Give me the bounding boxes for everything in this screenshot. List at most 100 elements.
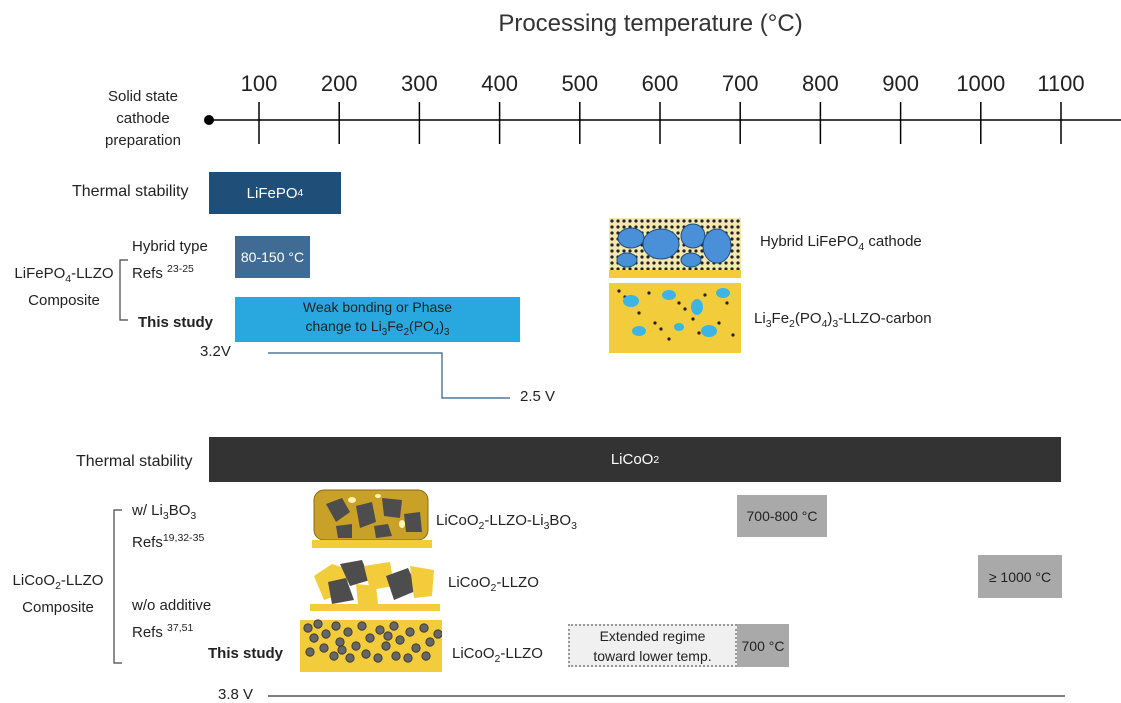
without-label: w/o additive <box>132 597 212 614</box>
legend-li3fe2-c: (PO <box>794 310 822 327</box>
axis-tick-label: 1000 <box>956 71 1006 96</box>
box-1000: ≥ 1000 °C <box>978 555 1062 598</box>
axis-row-label: Solid state cathode preparation <box>88 86 198 152</box>
licoo2-composite-line1: LiCoO <box>12 572 56 589</box>
licoo2-composite-rest: -LLZO <box>60 572 104 589</box>
lifepo4-composite-rest: -LLZO <box>71 265 114 282</box>
licoo2-particle <box>395 635 405 645</box>
extended-line2: toward lower temp. <box>593 647 712 664</box>
without-additive-label: w/o additive Refs 37,51 <box>132 595 211 644</box>
licoo2-particle <box>373 653 383 663</box>
licoo2-thermal-bar: LiCoO 2 <box>209 437 1061 482</box>
lifepo4-thermal-bar-sub: 4 <box>297 187 304 199</box>
with-label-a: w/ Li <box>132 502 163 519</box>
this-study-bar-line2: change to Li <box>305 317 382 334</box>
lifepo4-this-study-label: This study <box>138 314 214 331</box>
img3-label: LiCoO2-LLZO <box>452 645 543 665</box>
licoo2-particle <box>351 641 361 651</box>
without-refs: Refs <box>132 624 168 641</box>
with-li3bo3-label: w/ Li3BO3 Refs19,32-35 <box>132 500 204 554</box>
licoo2-this-study-label: This study <box>208 645 284 662</box>
lifepo4-composite-line1: LiFePO <box>14 265 66 282</box>
licoo2-thermal-bar-sub: 2 <box>653 453 660 466</box>
img2-label-a: LiCoO <box>448 574 491 591</box>
licoo2-composite-line2: Composite <box>22 599 94 616</box>
img2-label: LiCoO2-LLZO <box>448 574 539 594</box>
hybrid-lifepo4-cathode-illustration <box>609 218 741 278</box>
licoo2-particle <box>425 637 435 647</box>
licoo2-particle <box>303 623 313 633</box>
this-study-bar-line1: Weak bonding or Phase <box>302 298 453 315</box>
img2-label-sub: 2 <box>490 582 497 594</box>
img1-label-sub3: 3 <box>571 520 577 532</box>
axis-tick-label: 500 <box>561 71 599 96</box>
with-label-sub1: 3 <box>162 510 169 522</box>
axis-tick-label: 400 <box>481 71 518 96</box>
lifepo4-thermal-bar: LiFePO 4 <box>209 172 341 214</box>
licoo2-particle <box>411 643 421 653</box>
img1-label-b: -LLZO-Li <box>484 512 544 529</box>
with-refs-sup: 19,32-35 <box>162 532 205 544</box>
licoo2-thermal-bar-text: LiCoO <box>610 451 654 468</box>
chart-title: Processing temperature (°C) <box>498 10 803 37</box>
with-refs: Refs <box>132 534 163 551</box>
axis-tick-label: 600 <box>641 71 679 96</box>
licoo2-bracket <box>113 509 122 664</box>
extended-line1: Extended regime <box>599 627 706 644</box>
this-study-bar-tail3: ) <box>439 317 445 334</box>
licoo2-particle <box>337 645 347 655</box>
without-refs-sup: 37,51 <box>167 622 194 634</box>
li3fe2-llzo-carbon-illustration <box>609 283 741 353</box>
licoo2-particle <box>361 649 371 659</box>
licoo2-particle <box>329 651 339 661</box>
hybrid-bar: 80-150 °C <box>235 236 310 278</box>
img1-label-sub2: 3 <box>543 520 550 532</box>
axis-tick-label: 300 <box>401 71 438 96</box>
licoo2-particle <box>421 651 431 661</box>
licoo2-particle <box>357 621 367 631</box>
hybrid-refs-sup: 23-25 <box>167 263 194 275</box>
axis-tick-label: 700 <box>721 71 759 96</box>
licoo2-particle <box>365 633 375 643</box>
hybrid-type-text: Hybrid type <box>132 238 208 255</box>
legend-li3fe2-b: Fe <box>771 310 790 327</box>
licoo2-particle <box>345 653 355 663</box>
licoo2-particle <box>433 629 442 639</box>
licoo2-particle <box>331 621 341 631</box>
img3-label-a: LiCoO <box>452 645 495 662</box>
axis-tick-label: 200 <box>320 71 358 96</box>
hybrid-refs-text: Refs <box>132 265 163 282</box>
axis-tick-label: 100 <box>240 71 278 96</box>
img1-label-sub: 2 <box>478 520 485 532</box>
img3-label-sub: 2 <box>494 653 501 665</box>
lifepo4-bracket <box>119 259 128 321</box>
licoo2-particle <box>343 627 353 637</box>
axis-row-label-line2: cathode <box>116 110 170 127</box>
legend-hybrid-lifepo4: Hybrid LiFePO4 cathode <box>760 233 922 253</box>
hybrid-type-label: Hybrid type Refs 23-25 <box>132 236 208 285</box>
licoo2-particle <box>375 625 385 635</box>
lifepo4-thermal-bar-text: LiFePO <box>246 184 298 202</box>
img1-label-c: BO <box>549 512 572 529</box>
licoo2-composite-sub: 2 <box>55 580 61 592</box>
img2-label-b: -LLZO <box>496 574 539 591</box>
licoo2-thermal-label: Thermal stability <box>76 453 193 470</box>
lifepo4-voltage-high: 3.2V <box>200 343 231 360</box>
lifepo4-voltage-low: 2.5 V <box>520 388 556 405</box>
licoo2-particle <box>389 621 399 631</box>
with-label-bo: BO <box>168 502 191 519</box>
licoo2-particle <box>313 619 323 629</box>
axis-row-label-line3: preparation <box>105 132 181 149</box>
licoo2-particle <box>383 631 393 641</box>
licoo2-particle <box>403 653 413 663</box>
legend-hybrid-sub: 4 <box>858 241 865 253</box>
legend-li3fe2-e: -LLZO-carbon <box>838 310 932 327</box>
licoo2-particle <box>391 651 401 661</box>
this-study-bar-tail: Fe <box>387 317 404 334</box>
this-study-bar-tail2: (PO <box>409 317 434 334</box>
licoo2-particle <box>381 641 391 651</box>
licoo2-particle <box>321 629 331 639</box>
licoo2-particle <box>335 637 345 647</box>
licoo2-particle <box>405 627 415 637</box>
